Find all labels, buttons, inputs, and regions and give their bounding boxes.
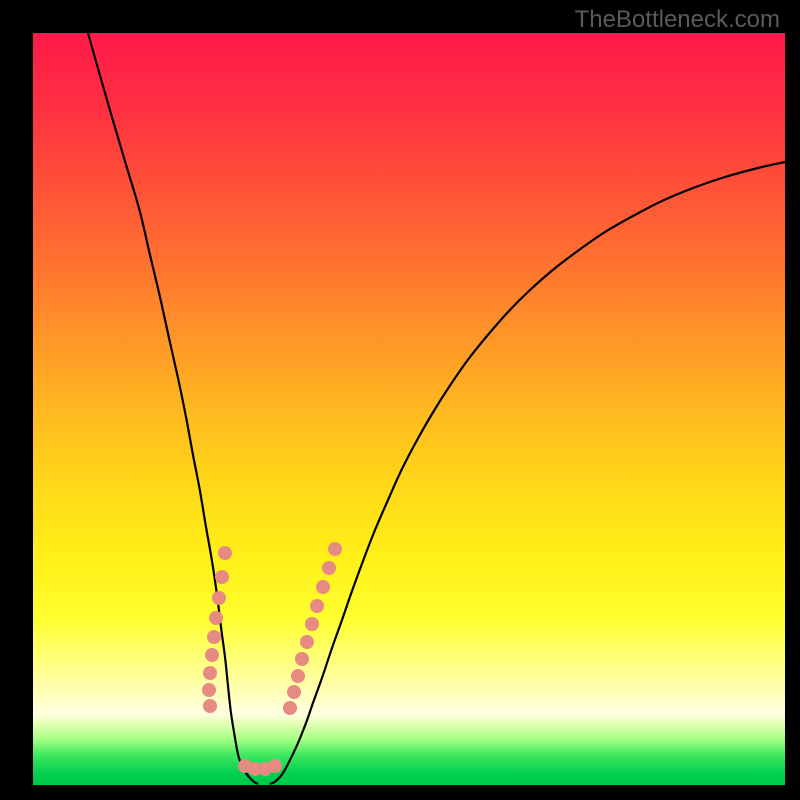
data-marker <box>218 546 232 560</box>
data-marker <box>300 635 314 649</box>
data-marker <box>283 701 297 715</box>
data-marker <box>305 617 319 631</box>
data-marker <box>268 759 282 773</box>
data-marker <box>212 591 226 605</box>
data-marker <box>310 599 324 613</box>
data-marker <box>322 561 336 575</box>
data-marker <box>203 666 217 680</box>
data-marker <box>316 580 330 594</box>
data-marker <box>205 648 219 662</box>
data-marker <box>209 611 223 625</box>
data-marker <box>207 630 221 644</box>
markers-right-group <box>283 542 342 715</box>
left-curve <box>88 33 258 784</box>
markers-bottom-group <box>238 759 282 776</box>
data-marker <box>295 652 309 666</box>
data-marker <box>202 683 216 697</box>
right-curve <box>270 162 785 784</box>
data-marker <box>328 542 342 556</box>
data-marker <box>287 685 301 699</box>
data-marker <box>203 699 217 713</box>
data-marker <box>291 669 305 683</box>
curve-overlay <box>0 0 800 800</box>
data-marker <box>215 570 229 584</box>
